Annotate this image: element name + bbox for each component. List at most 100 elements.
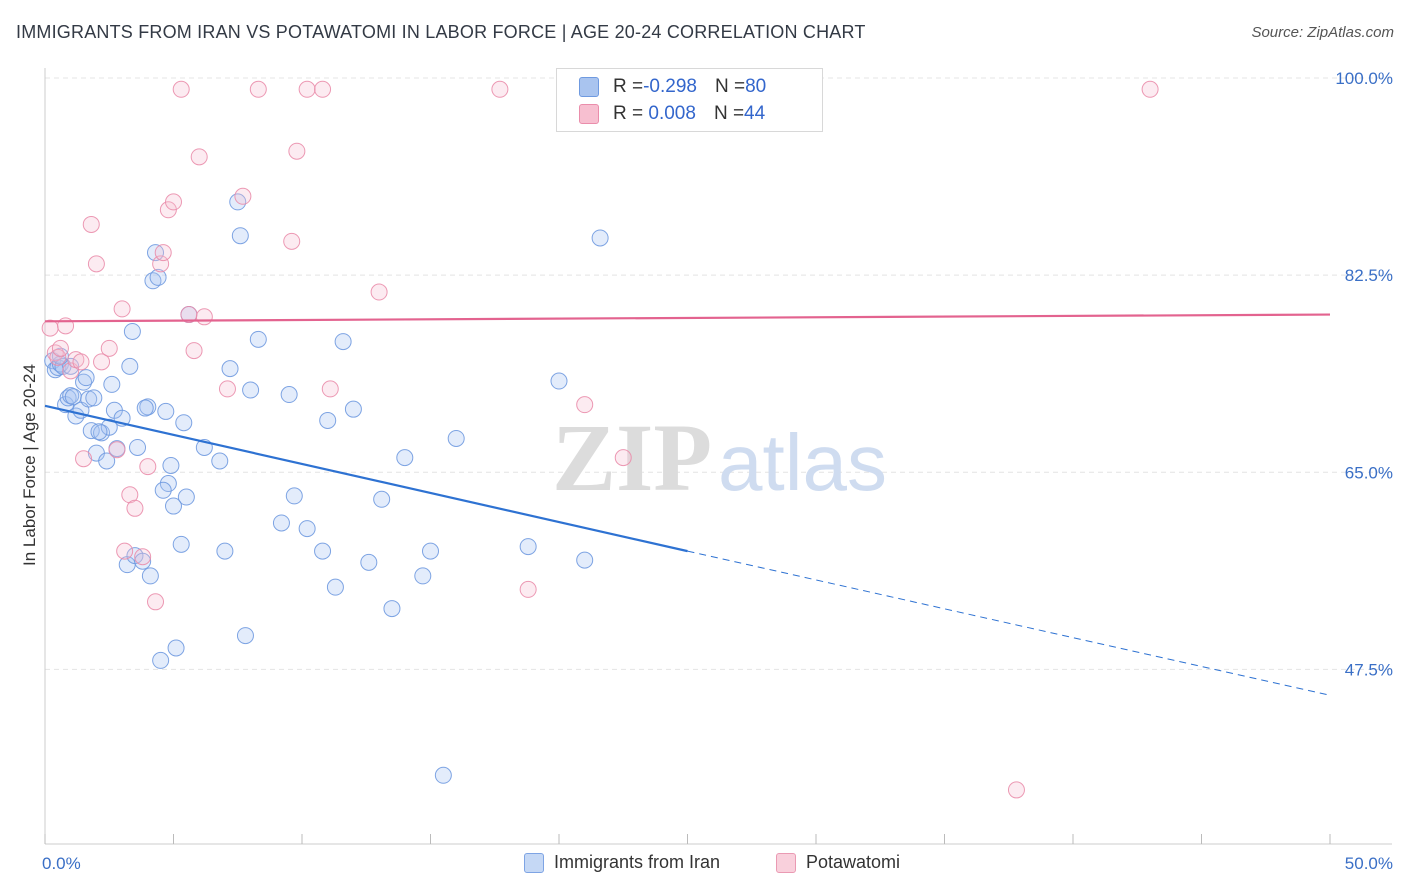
- iran-point: [550, 372, 568, 390]
- iran-point: [175, 414, 193, 432]
- iran-point: [134, 552, 152, 570]
- iran-point: [314, 542, 332, 560]
- iran-point: [59, 389, 77, 407]
- iran-point: [414, 567, 432, 585]
- iran-point: [280, 386, 298, 404]
- potawatomi-point: [139, 458, 157, 476]
- iran-point: [576, 551, 594, 569]
- iran-point: [272, 514, 290, 532]
- legend-n-label: N =: [714, 76, 746, 97]
- iran-point: [231, 227, 249, 245]
- iran-point: [165, 497, 182, 515]
- iran-point: [103, 375, 121, 393]
- legend-r-value: 0.008: [643, 103, 696, 124]
- watermark-atlas: atlas: [718, 418, 887, 507]
- potawatomi-point: [1007, 781, 1025, 799]
- iran-point: [77, 369, 95, 387]
- iran-point: [519, 538, 537, 556]
- potawatomi-trend-line: [44, 313, 1331, 323]
- iran-point: [80, 390, 98, 408]
- potawatomi-point: [165, 193, 182, 211]
- iran-trend-extension: [687, 550, 1331, 696]
- iran-point: [144, 272, 162, 290]
- iran-point: [211, 452, 229, 470]
- axes: [44, 68, 1392, 845]
- potawatomi-point: [491, 80, 509, 98]
- potawatomi-point: [93, 353, 111, 371]
- iran-point: [242, 381, 260, 399]
- potawatomi-point: [100, 339, 118, 357]
- iran-point: [121, 357, 139, 375]
- potawatomi-point: [113, 300, 131, 318]
- iran-point: [236, 627, 254, 645]
- iran-point: [149, 268, 167, 286]
- potawatomi-point: [87, 255, 105, 273]
- iran-point: [334, 333, 352, 351]
- legend-r-value: -0.298: [643, 76, 697, 97]
- iran-point: [383, 600, 401, 618]
- potawatomi-point: [172, 80, 190, 98]
- y-axis-label: In Labor Force | Age 20-24: [20, 364, 39, 566]
- potawatomi-point: [519, 580, 537, 598]
- iran-point: [136, 399, 154, 417]
- iran-point: [373, 490, 391, 508]
- legend-swatch-potawatomi: [776, 852, 796, 873]
- potawatomi-point: [234, 187, 252, 205]
- potawatomi-point: [75, 450, 93, 468]
- iran-point: [360, 553, 378, 571]
- potawatomi-point: [614, 449, 632, 467]
- potawatomi-point: [82, 215, 100, 233]
- stats-legend: R = -0.298 N = 80 R = 0.008 N = 44: [556, 68, 823, 132]
- potawatomi-point: [576, 396, 594, 414]
- watermark-zip: ZIP: [552, 404, 712, 511]
- iran-point: [162, 457, 180, 475]
- iran-point: [154, 481, 172, 499]
- iran-point: [98, 452, 116, 470]
- chart-title: IMMIGRANTS FROM IRAN VS POTAWATOMI IN LA…: [16, 22, 866, 42]
- iran-point: [319, 411, 337, 429]
- potawatomi-point: [249, 80, 267, 98]
- series-legend: Immigrants from Iran Potawatomi: [0, 852, 1406, 878]
- iran-point: [434, 766, 452, 784]
- legend-item-iran: Immigrants from Iran: [524, 852, 720, 873]
- iran-point: [285, 487, 303, 505]
- iran-point: [216, 542, 234, 560]
- iran-point: [85, 389, 103, 407]
- iran-point: [221, 360, 239, 378]
- x-tick-label: 50.0%: [1345, 854, 1393, 873]
- iran-point: [167, 639, 185, 657]
- potawatomi-point: [152, 255, 170, 273]
- legend-label-iran: Immigrants from Iran: [554, 852, 721, 872]
- potawatomi-point: [218, 380, 236, 398]
- potawatomi-point: [116, 542, 134, 560]
- iran-trend-line: [44, 404, 688, 553]
- iran-point: [447, 429, 465, 447]
- legend-n-value: 80: [745, 76, 767, 97]
- potawatomi-point: [195, 308, 213, 326]
- y-tick-label: 47.5%: [1345, 660, 1393, 679]
- iran-point: [249, 330, 267, 348]
- iran-point: [591, 229, 609, 247]
- legend-item-potawatomi: Potawatomi: [776, 852, 900, 873]
- iran-point: [344, 400, 362, 418]
- potawatomi-point: [154, 244, 172, 262]
- iran-point: [422, 542, 439, 560]
- iran-point: [396, 449, 414, 467]
- potawatomi-point: [108, 441, 126, 459]
- potawatomi-point: [126, 499, 144, 517]
- legend-swatch-iran: [579, 77, 599, 97]
- trend-lines: [44, 313, 1331, 696]
- potawatomi-point: [46, 344, 64, 362]
- grid-lines: [45, 77, 1392, 670]
- potawatomi-point: [370, 283, 388, 301]
- potawatomi-point: [298, 80, 316, 98]
- potawatomi-point: [314, 80, 332, 98]
- y-tick-label: 65.0%: [1345, 463, 1393, 482]
- potawatomi-point: [190, 148, 208, 166]
- iran-point: [326, 578, 344, 596]
- iran-point: [177, 488, 195, 506]
- potawatomi-point: [1141, 80, 1159, 98]
- x-tick-label: 0.0%: [42, 854, 81, 873]
- legend-n-label: N =: [713, 103, 745, 124]
